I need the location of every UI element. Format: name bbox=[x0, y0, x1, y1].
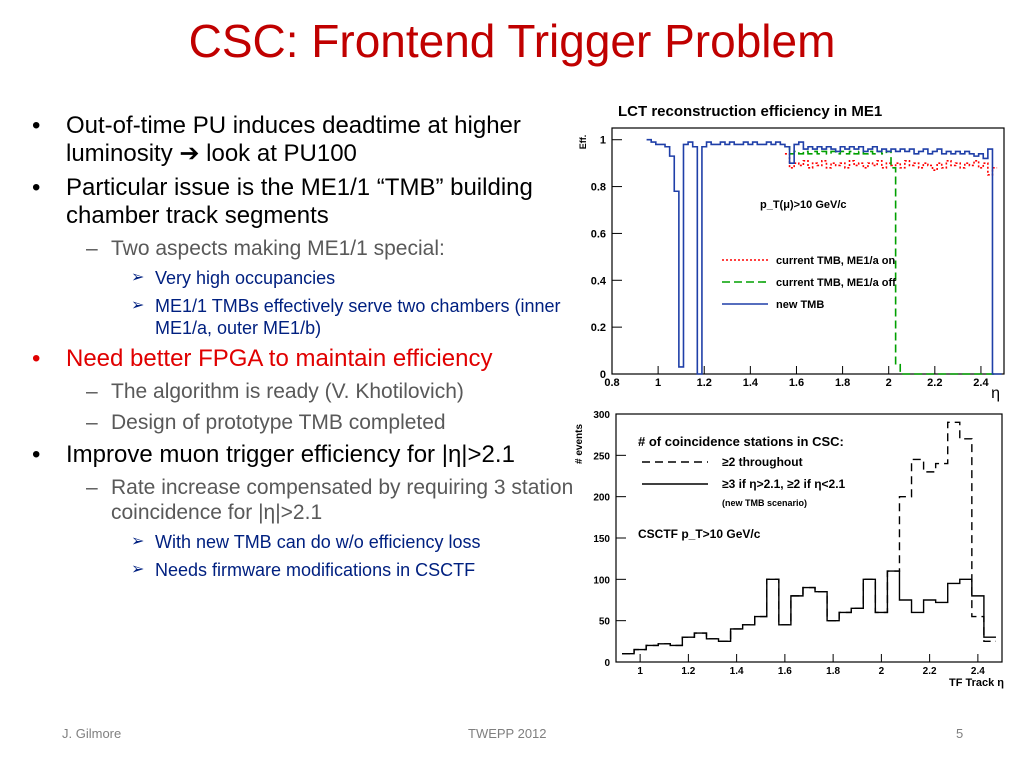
x-tick-label: 1.6 bbox=[778, 666, 792, 677]
x-tick-label: 1.2 bbox=[681, 666, 695, 677]
bullet-marker: – bbox=[86, 237, 98, 260]
y-tick-label: 0.2 bbox=[591, 322, 606, 334]
bullet-marker: ➢ bbox=[131, 561, 145, 578]
bullet-marker: – bbox=[86, 476, 98, 499]
bullet-level3: ➢ Needs firmware modifications in CSCTF bbox=[24, 559, 584, 581]
y-tick-label: 0.8 bbox=[591, 182, 606, 194]
bullet-level2: – Design of prototype TMB completed bbox=[24, 410, 584, 435]
legend-entry: new TMB bbox=[776, 299, 824, 311]
bullet-level1: • Particular issue is the ME1/1 “TMB” bui… bbox=[24, 174, 584, 230]
legend-entry: ≥2 throughout bbox=[722, 455, 803, 469]
x-tick-label: 1.8 bbox=[826, 666, 840, 677]
efficiency-chart-svg: LCT reconstruction efficiency in ME1 Eff.… bbox=[578, 103, 1005, 402]
y-tick-label: 200 bbox=[593, 493, 610, 504]
bullet-marker: – bbox=[86, 380, 98, 403]
footer-author: J. Gilmore bbox=[62, 726, 122, 741]
y-tick-label: 0.4 bbox=[591, 275, 607, 287]
footer-conference: TWEPP 2012 bbox=[468, 726, 547, 741]
y-axis-label: Eff. bbox=[578, 135, 588, 150]
x-tick-label: 1.2 bbox=[697, 377, 712, 389]
bullet-text: Rate increase compensated by requiring 3… bbox=[111, 476, 574, 524]
bullet-level1: • Improve muon trigger efficiency for |η|… bbox=[24, 441, 584, 469]
bullet-marker: • bbox=[32, 441, 41, 468]
bullet-text: The algorithm is ready (V. Khotilovich) bbox=[111, 380, 464, 403]
bullet-level3: ➢ Very high occupancies bbox=[24, 267, 584, 289]
footer-page-number: 5 bbox=[956, 726, 964, 741]
x-tick-label: 2.2 bbox=[927, 377, 942, 389]
bullet-text: Need better FPGA to maintain efficiency bbox=[66, 345, 493, 372]
bullet-level2: – Two aspects making ME1/1 special: bbox=[24, 236, 584, 261]
x-tick-label: 1.6 bbox=[789, 377, 804, 389]
bullet-level2: – Rate increase compensated by requiring … bbox=[24, 475, 584, 525]
y-tick-label: 250 bbox=[593, 451, 610, 462]
bullet-text: With new TMB can do w/o efficiency loss bbox=[155, 532, 481, 552]
x-tick-label: 0.8 bbox=[604, 377, 619, 389]
legend-entry: current TMB, ME1/a on bbox=[776, 255, 895, 267]
x-tick-label: 1.4 bbox=[743, 377, 759, 389]
bullet-text: Two aspects making ME1/1 special: bbox=[111, 237, 445, 260]
x-tick-label: 1.8 bbox=[835, 377, 850, 389]
x-axis-label: η bbox=[991, 385, 1000, 402]
bullet-marker: ➢ bbox=[131, 269, 145, 286]
legend-entry: current TMB, ME1/a off bbox=[776, 277, 896, 289]
y-tick-label: 0 bbox=[600, 369, 606, 381]
series-line-1 bbox=[784, 145, 998, 375]
bullet-marker: • bbox=[32, 112, 41, 139]
y-tick-label: 50 bbox=[599, 617, 611, 628]
x-tick-label: 1 bbox=[637, 666, 643, 677]
x-tick-label: 2 bbox=[886, 377, 892, 389]
x-tick-label: 2.2 bbox=[923, 666, 937, 677]
y-tick-label: 100 bbox=[593, 575, 610, 586]
y-tick-label: 0 bbox=[604, 658, 610, 669]
bullet-marker: • bbox=[32, 345, 41, 372]
scenario-note: (new TMB scenario) bbox=[722, 498, 807, 508]
y-axis-label: # events bbox=[574, 424, 585, 464]
x-tick-label: 1.4 bbox=[730, 666, 744, 677]
x-tick-label: 2.4 bbox=[973, 377, 989, 389]
pt-cut-annotation: CSCTF p_T>10 GeV/c bbox=[638, 527, 761, 541]
bullet-marker: ➢ bbox=[131, 297, 145, 314]
bullet-text: Design of prototype TMB completed bbox=[111, 411, 446, 434]
efficiency-chart: LCT reconstruction efficiency in ME1 Eff.… bbox=[572, 96, 1016, 408]
bullet-text: Out-of-time PU induces deadtime at highe… bbox=[66, 112, 521, 167]
pt-cut-annotation: p_T(μ)>10 GeV/c bbox=[760, 199, 847, 211]
x-tick-label: 1 bbox=[655, 377, 661, 389]
bullet-text: ME1/1 TMBs effectively serve two chamber… bbox=[155, 296, 561, 338]
plot-frame bbox=[611, 127, 1005, 375]
y-tick-label: 300 bbox=[593, 410, 610, 421]
bullet-text: Needs firmware modifications in CSCTF bbox=[155, 560, 476, 580]
bullet-level3: ➢ ME1/1 TMBs effectively serve two chambe… bbox=[24, 295, 584, 339]
bullet-text: Particular issue is the ME1/1 “TMB” buil… bbox=[66, 174, 533, 229]
bullet-text: Improve muon trigger efficiency for |η|>… bbox=[66, 441, 515, 468]
x-tick-label: 2 bbox=[879, 666, 885, 677]
y-tick-label: 150 bbox=[593, 534, 610, 545]
bullet-level1: • Out-of-time PU induces deadtime at high… bbox=[24, 112, 584, 168]
slide-title: CSC: Frontend Trigger Problem bbox=[188, 15, 836, 67]
chart-title: LCT reconstruction efficiency in ME1 bbox=[618, 103, 882, 120]
bullet-marker: – bbox=[86, 411, 98, 434]
events-histogram-svg: # events TF Track η 1 1.2 1.4 1.6 1.8 2 2.2 2.4 0 5… bbox=[574, 410, 1004, 689]
series-line-0 bbox=[784, 152, 998, 176]
bullet-list: • Out-of-time PU induces deadtime at high… bbox=[24, 112, 584, 587]
bullet-marker: • bbox=[32, 174, 41, 201]
y-tick-label: 0.6 bbox=[591, 228, 606, 240]
bullet-marker: ➢ bbox=[131, 533, 145, 550]
legend-entry: ≥3 if η>2.1, ≥2 if η<2.1 bbox=[722, 477, 846, 491]
series-line-1 bbox=[622, 570, 996, 655]
events-histogram: # events TF Track η 1 1.2 1.4 1.6 1.8 2 2.2 2.4 0 5… bbox=[572, 408, 1016, 698]
x-tick-label: 2.4 bbox=[971, 666, 985, 677]
series-line-2 bbox=[646, 138, 1002, 375]
bullet-level3: ➢ With new TMB can do w/o efficiency loss bbox=[24, 531, 584, 553]
y-tick-label: 1 bbox=[600, 135, 606, 147]
bullet-level2: – The algorithm is ready (V. Khotilovich) bbox=[24, 379, 584, 404]
bullet-text: Very high occupancies bbox=[155, 268, 336, 288]
x-axis-label: TF Track η bbox=[949, 677, 1004, 689]
chart-title: # of coincidence stations in CSC: bbox=[638, 434, 844, 449]
bullet-level1: • Need better FPGA to maintain efficiency bbox=[24, 345, 584, 373]
